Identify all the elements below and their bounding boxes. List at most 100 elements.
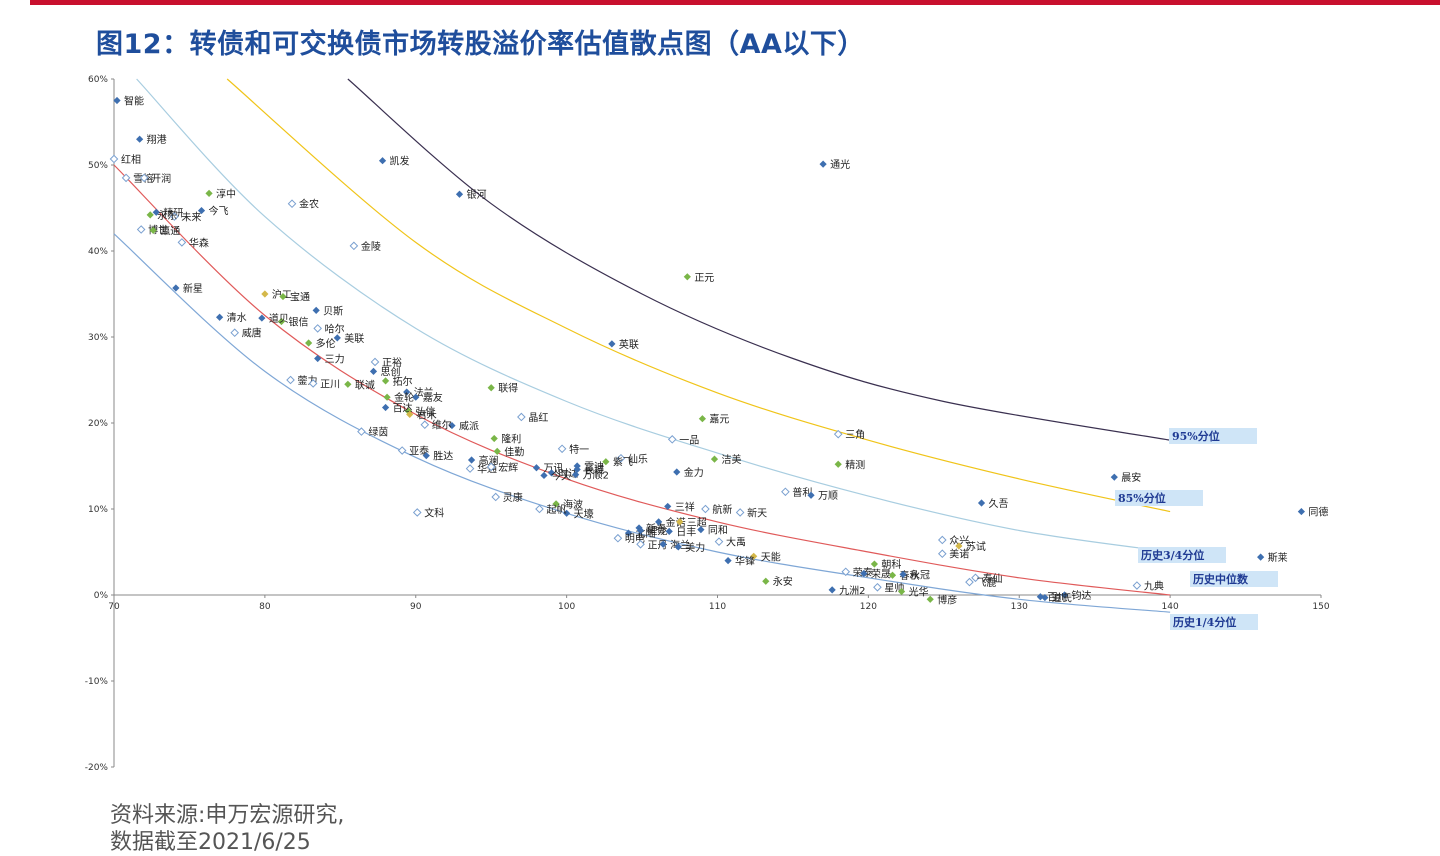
data-point xyxy=(602,458,610,466)
data-point xyxy=(308,379,318,388)
data-point xyxy=(1132,581,1142,590)
data-point-label: 金陵 xyxy=(361,240,381,253)
data-point xyxy=(937,549,947,559)
data-point-label: 天能 xyxy=(761,550,781,563)
band-label-box xyxy=(1169,428,1257,444)
data-point-label: 大禹 xyxy=(726,536,746,549)
data-point xyxy=(624,529,633,537)
data-point xyxy=(563,509,571,517)
x-tick-label: 120 xyxy=(860,602,877,612)
data-point xyxy=(540,471,548,480)
data-point xyxy=(113,96,121,105)
data-point-label: 正元 xyxy=(694,273,714,284)
data-point xyxy=(762,577,770,585)
data-point-label: 威派 xyxy=(459,420,479,433)
data-point-label: 洁美 xyxy=(721,453,741,466)
data-point-label: 金农 xyxy=(299,198,319,211)
data-point-label: 万讯 xyxy=(543,463,563,475)
data-point-label: 苏试 xyxy=(966,540,986,553)
data-point xyxy=(357,427,366,436)
data-point-label: 隆利 xyxy=(501,432,521,445)
data-point xyxy=(412,393,420,401)
data-point xyxy=(205,189,213,197)
data-point-label: 红相 xyxy=(121,153,141,166)
data-point-label: 日丰 xyxy=(676,525,696,538)
data-point-label: 贝斯 xyxy=(323,304,343,317)
y-tick-label: 40% xyxy=(88,247,108,257)
data-point-label: 威唐 xyxy=(242,327,262,340)
data-point xyxy=(490,434,498,443)
data-point-label: 博彦 xyxy=(937,593,957,606)
data-point xyxy=(486,462,496,472)
data-point xyxy=(613,533,623,543)
data-point-label: 美联 xyxy=(344,332,364,345)
data-point-label: 联得 xyxy=(498,383,518,395)
data-point-label: 金轮 xyxy=(394,391,414,404)
data-point-label: 仙乐 xyxy=(628,452,648,465)
data-point xyxy=(888,571,897,579)
data-point xyxy=(146,211,154,219)
data-point xyxy=(383,393,391,401)
data-point-label: 君禾 xyxy=(417,409,437,421)
x-tick-label: 100 xyxy=(558,602,575,612)
data-point-label: 晶红 xyxy=(528,411,548,424)
y-tick-label: 10% xyxy=(88,505,108,515)
data-point xyxy=(547,469,556,477)
data-point-label: 百川 xyxy=(1047,592,1067,604)
data-point xyxy=(552,500,560,508)
data-point-label: 思创 xyxy=(381,365,401,378)
data-point-label: 飞鹿 xyxy=(976,576,996,589)
data-point xyxy=(412,508,422,517)
data-point xyxy=(608,340,616,348)
data-point xyxy=(676,518,684,526)
data-point-label: 一品 xyxy=(679,434,699,446)
data-point xyxy=(333,334,341,342)
data-point xyxy=(557,444,567,454)
data-point-label: 通光 xyxy=(830,158,850,171)
data-point-label: 航新 xyxy=(712,503,732,516)
data-point xyxy=(807,491,815,499)
data-point xyxy=(673,468,681,476)
data-point-label: 精研 xyxy=(163,206,183,219)
data-point xyxy=(517,412,526,422)
data-point xyxy=(971,573,980,583)
data-point-label: 宏辉 xyxy=(498,461,518,474)
data-point-label: 瀛通 xyxy=(160,224,180,237)
data-point xyxy=(572,471,580,479)
data-point-label: 光华 xyxy=(909,586,929,599)
data-point-label: 翔港 xyxy=(147,133,167,146)
data-point xyxy=(828,586,836,594)
data-point xyxy=(261,290,269,298)
data-point-label: 维尔 xyxy=(432,419,452,432)
data-point-label: 绿茵 xyxy=(368,426,388,439)
data-point xyxy=(177,238,187,247)
data-point-label: 美力 xyxy=(685,541,705,554)
source-note: 资料来源:申万宏源研究, 数据截至2021/6/25 xyxy=(110,802,344,856)
data-point-label: 三祥 xyxy=(675,500,695,513)
band-label-box xyxy=(1170,614,1258,630)
data-point xyxy=(149,226,157,234)
data-point-label: 银河 xyxy=(467,188,487,201)
data-point-label: 胜达 xyxy=(433,451,453,463)
data-point xyxy=(467,456,476,464)
source-line-1: 资料来源:申万宏源研究, xyxy=(110,803,345,828)
data-point-label: 银信 xyxy=(288,316,308,329)
data-point-label: 百达 xyxy=(393,403,413,415)
data-point-label: 凯发 xyxy=(390,155,410,168)
data-point xyxy=(833,429,843,439)
data-point-label: 寿仙 xyxy=(982,572,1002,585)
data-point-label: 淳中 xyxy=(216,187,236,200)
data-point xyxy=(698,415,707,423)
data-point-label: 钧达 xyxy=(1072,590,1092,602)
data-point xyxy=(493,447,501,455)
data-point xyxy=(860,569,868,578)
data-point xyxy=(873,582,882,592)
data-point xyxy=(286,375,295,385)
data-point xyxy=(532,464,541,472)
data-point xyxy=(170,212,179,221)
data-point-label: 永东 xyxy=(157,209,177,222)
band-label-box xyxy=(1138,547,1226,563)
data-point-label: 嘉元 xyxy=(709,413,729,426)
data-point xyxy=(665,527,673,535)
